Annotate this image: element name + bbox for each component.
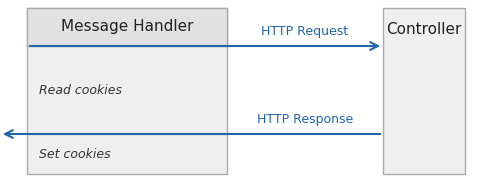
Text: Read cookies: Read cookies [39,84,122,96]
Text: Controller: Controller [386,23,462,37]
Text: Message Handler: Message Handler [61,19,193,35]
Bar [383,8,465,174]
Text: HTTP Response: HTTP Response [257,113,353,126]
Text: Set cookies: Set cookies [39,147,111,161]
Text: HTTP Request: HTTP Request [261,25,348,38]
Bar [27,8,227,174]
Bar [27,8,227,46]
